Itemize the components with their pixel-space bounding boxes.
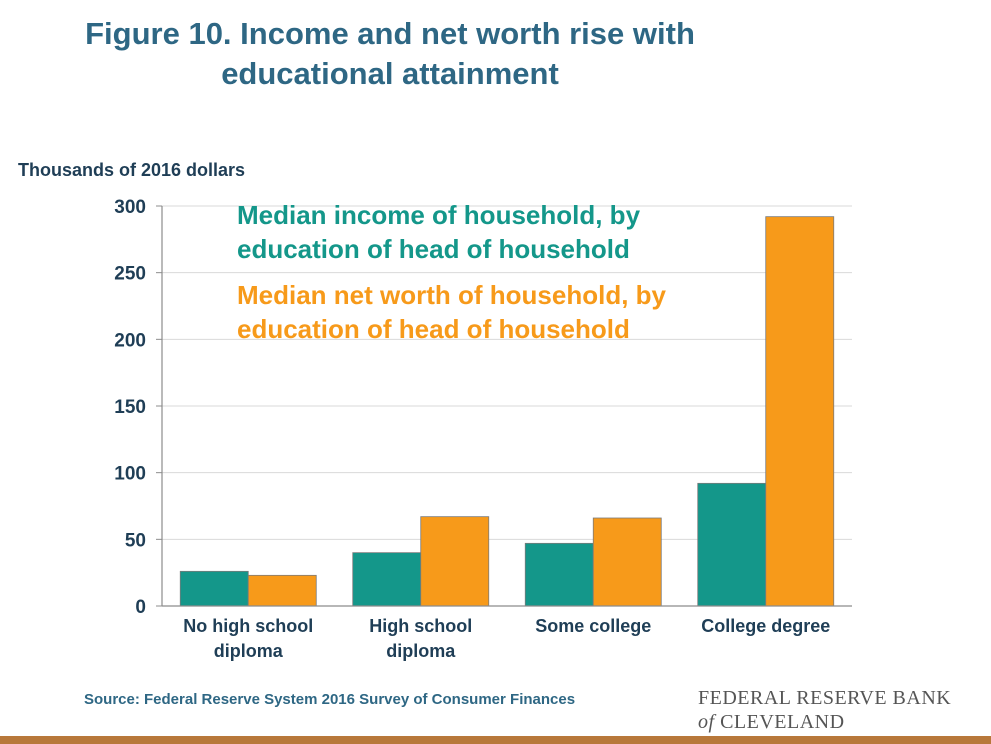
legend-net-worth-line-2: education of head of household	[237, 314, 630, 344]
income-bar	[697, 482, 767, 607]
y-tick-label: 250	[114, 264, 146, 285]
net-worth-bar	[765, 216, 835, 607]
logo-cleveland: CLEVELAND	[720, 711, 845, 733]
logo-of: of	[698, 711, 715, 733]
bottom-bar	[0, 736, 991, 744]
x-tick-label: No high school	[183, 616, 313, 636]
x-tick-label: College degree	[701, 616, 830, 636]
x-tick-label: diploma	[214, 641, 284, 661]
net-worth-bar	[592, 517, 662, 607]
y-tick-label: 150	[114, 397, 146, 418]
logo-line-2: of CLEVELAND	[698, 710, 951, 734]
y-tick-label: 0	[135, 597, 146, 618]
y-tick-label: 200	[114, 330, 146, 351]
logo-line-1: FEDERAL RESERVE BANK	[698, 687, 952, 709]
y-tick-label: 100	[114, 464, 146, 485]
x-tick-label: High school	[369, 616, 472, 636]
legend-net-worth-line-1: Median net worth of household, by	[237, 280, 666, 310]
legend-income-line-1: Median income of household, by	[237, 200, 641, 230]
income-bar	[352, 552, 422, 607]
chart-title-line-1: Figure 10. Income and net worth rise wit…	[85, 16, 695, 51]
legend-net-worth: Median net worth of household, by educat…	[237, 278, 666, 346]
chart-title: Figure 10. Income and net worth rise wit…	[0, 14, 780, 94]
income-bar	[179, 570, 249, 607]
fed-cleveland-logo: FEDERAL RESERVE BANK of CLEVELAND	[698, 686, 951, 734]
y-axis-label: Thousands of 2016 dollars	[18, 160, 246, 180]
source-note: Source: Federal Reserve System 2016 Surv…	[84, 691, 576, 708]
x-tick-label: diploma	[386, 641, 456, 661]
y-tick-label: 300	[114, 197, 146, 218]
income-bar	[524, 542, 594, 607]
chart-title-line-2: educational attainment	[221, 56, 559, 91]
y-tick-label: 50	[125, 530, 146, 551]
net-worth-bar	[420, 516, 490, 607]
net-worth-bar	[247, 574, 317, 607]
legend-income: Median income of household, by education…	[237, 198, 640, 266]
legend-income-line-2: education of head of household	[237, 234, 630, 264]
x-tick-label: Some college	[535, 616, 651, 636]
